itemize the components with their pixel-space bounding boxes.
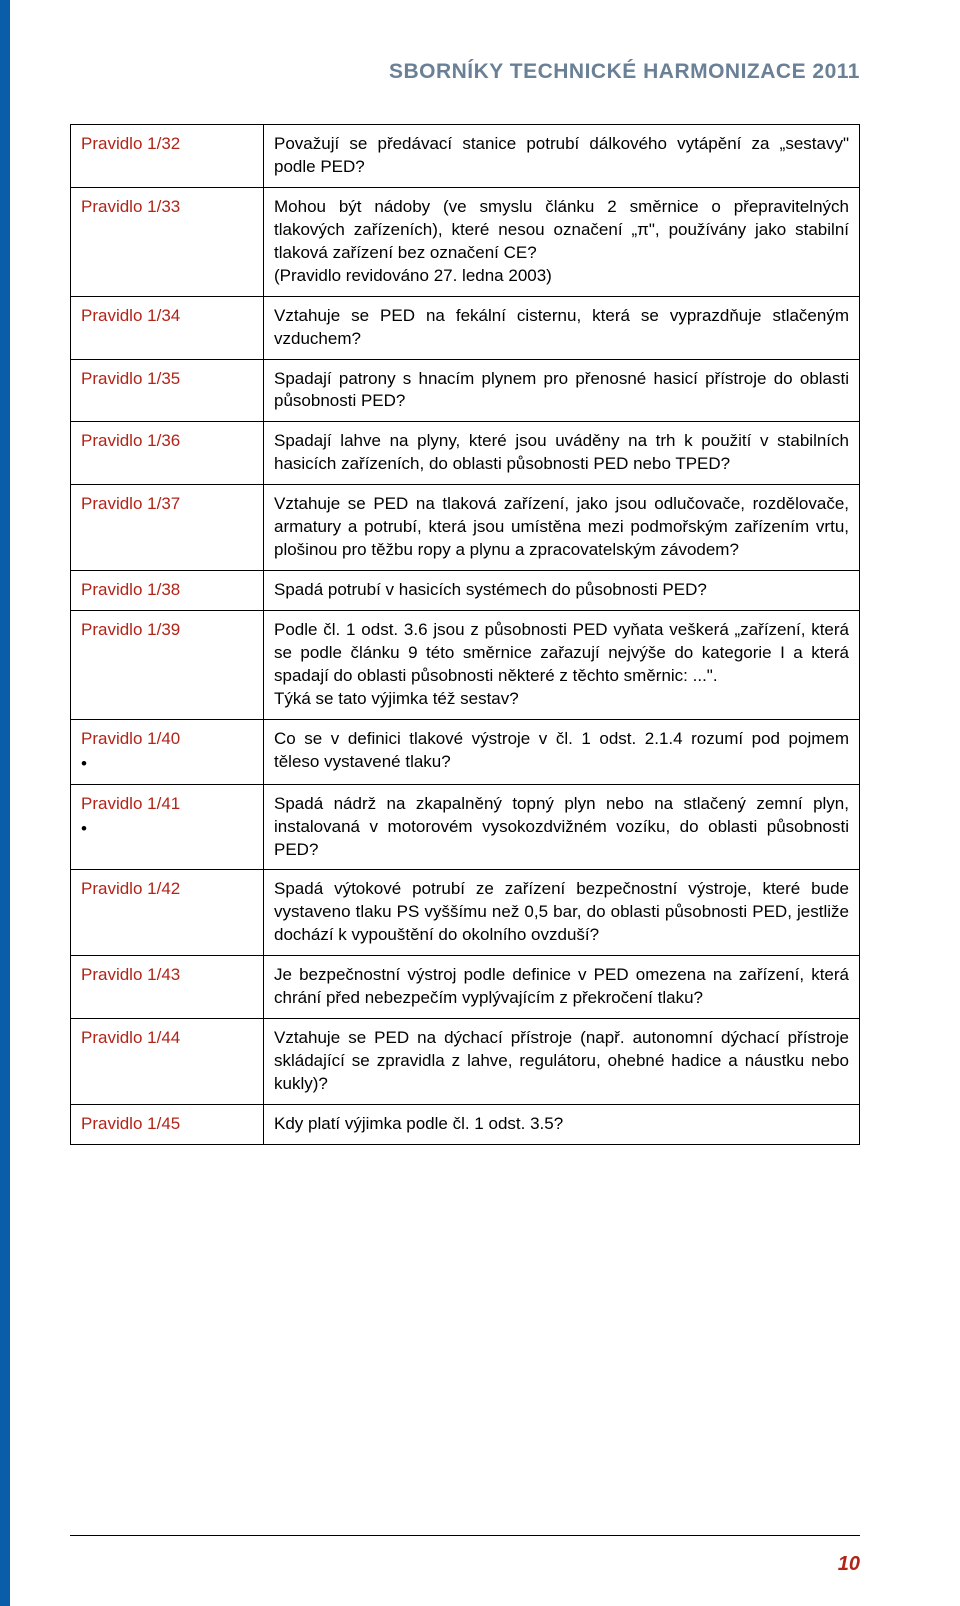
rule-description-cell: Spadá výtokové potrubí ze zařízení bezpe… [264,870,860,956]
rule-description-cell: Co se v definici tlakové výstroje v čl. … [264,719,860,784]
rule-code-cell: Pravidlo 1/42 [71,870,264,956]
page-number: 10 [838,1553,860,1576]
table-row: Pravidlo 1/39 Podle čl. 1 odst. 3.6 jsou … [71,611,860,720]
rule-description-cell: Kdy platí výjimka podle čl. 1 odst. 3.5? [264,1104,860,1144]
rule-description-cell: Mohou být nádoby (ve smyslu článku 2 smě… [264,187,860,296]
table-row: Pravidlo 1/40 • Co se v definici tlakové v… [71,719,860,784]
rule-description-cell: Spadají lahve na plyny, které jsou uvádě… [264,422,860,485]
rule-description-cell: Vztahuje se PED na tlaková zařízení, jak… [264,485,860,571]
left-accent-bar [0,0,10,1606]
rule-description-cell: Podle čl. 1 odst. 3.6 jsou z působnosti … [264,611,860,720]
table-row: Pravidlo 1/43 Je bezpečnostní výstroj pod… [71,956,860,1019]
table-row: Pravidlo 1/44 Vztahuje se PED na dýchací … [71,1019,860,1105]
rule-description-cell: Spadají patrony s hnacím plynem pro přen… [264,359,860,422]
rule-description-cell: Spadá potrubí v hasicích systémech do pů… [264,571,860,611]
table-row: Pravidlo 1/45 Kdy platí výjimka podle čl.… [71,1104,860,1144]
rule-code: Pravidlo 1/35 [81,369,180,388]
rule-code: Pravidlo 1/42 [81,879,180,898]
rule-code-cell: Pravidlo 1/41 • [71,784,264,870]
table-row: Pravidlo 1/42 Spadá výtokové potrubí ze z… [71,870,860,956]
table-row: Pravidlo 1/35 Spadají patrony s hnacím pl… [71,359,860,422]
table-row: Pravidlo 1/41 • Spadá nádrž na zkapalněný … [71,784,860,870]
table-row: Pravidlo 1/37 Vztahuje se PED na tlaková … [71,485,860,571]
rule-code: Pravidlo 1/41 [81,794,180,813]
rule-code-cell: Pravidlo 1/32 [71,125,264,188]
rules-table: Pravidlo 1/32 Považují se předávací stani… [70,124,860,1145]
rule-code: Pravidlo 1/39 [81,620,180,639]
rule-code: Pravidlo 1/38 [81,580,180,599]
rule-code: Pravidlo 1/34 [81,306,180,325]
rule-code-cell: Pravidlo 1/35 [71,359,264,422]
rule-description-cell: Vztahuje se PED na fekální cisternu, kte… [264,296,860,359]
table-row: Pravidlo 1/32 Považují se předávací stani… [71,125,860,188]
rule-code-cell: Pravidlo 1/33 [71,187,264,296]
rule-code-cell: Pravidlo 1/34 [71,296,264,359]
rules-table-body: Pravidlo 1/32 Považují se předávací stani… [71,125,860,1145]
table-row: Pravidlo 1/34 Vztahuje se PED na fekální … [71,296,860,359]
rule-code-cell: Pravidlo 1/40 • [71,719,264,784]
footer-divider [70,1535,860,1536]
table-row: Pravidlo 1/38 Spadá potrubí v hasicích sy… [71,571,860,611]
rule-code-cell: Pravidlo 1/44 [71,1019,264,1105]
table-row: Pravidlo 1/33 Mohou být nádoby (ve smyslu… [71,187,860,296]
rule-code-cell: Pravidlo 1/39 [71,611,264,720]
rule-code: Pravidlo 1/36 [81,431,180,450]
rule-code: Pravidlo 1/40 [81,729,180,748]
rule-code-cell: Pravidlo 1/38 [71,571,264,611]
rule-code: Pravidlo 1/33 [81,197,180,216]
rule-code-cell: Pravidlo 1/45 [71,1104,264,1144]
rule-code: Pravidlo 1/32 [81,134,180,153]
rule-code-cell: Pravidlo 1/43 [71,956,264,1019]
rule-code-cell: Pravidlo 1/37 [71,485,264,571]
rule-description-cell: Vztahuje se PED na dýchací přístroje (na… [264,1019,860,1105]
rule-description-cell: Považují se předávací stanice potrubí dá… [264,125,860,188]
rule-description-cell: Spadá nádrž na zkapalněný topný plyn neb… [264,784,860,870]
page: SBORNÍKY TECHNICKÉ HARMONIZACE 2011 Prav… [0,0,960,1606]
rule-code-cell: Pravidlo 1/36 [71,422,264,485]
page-header: SBORNÍKY TECHNICKÉ HARMONIZACE 2011 [70,60,860,84]
rule-code: Pravidlo 1/43 [81,965,180,984]
bullet-icon: • [81,818,253,841]
rule-description-cell: Je bezpečnostní výstroj podle definice v… [264,956,860,1019]
rule-code: Pravidlo 1/44 [81,1028,180,1047]
rule-code: Pravidlo 1/37 [81,494,180,513]
bullet-icon: • [81,753,253,776]
rule-code: Pravidlo 1/45 [81,1114,180,1133]
table-row: Pravidlo 1/36 Spadají lahve na plyny, kte… [71,422,860,485]
